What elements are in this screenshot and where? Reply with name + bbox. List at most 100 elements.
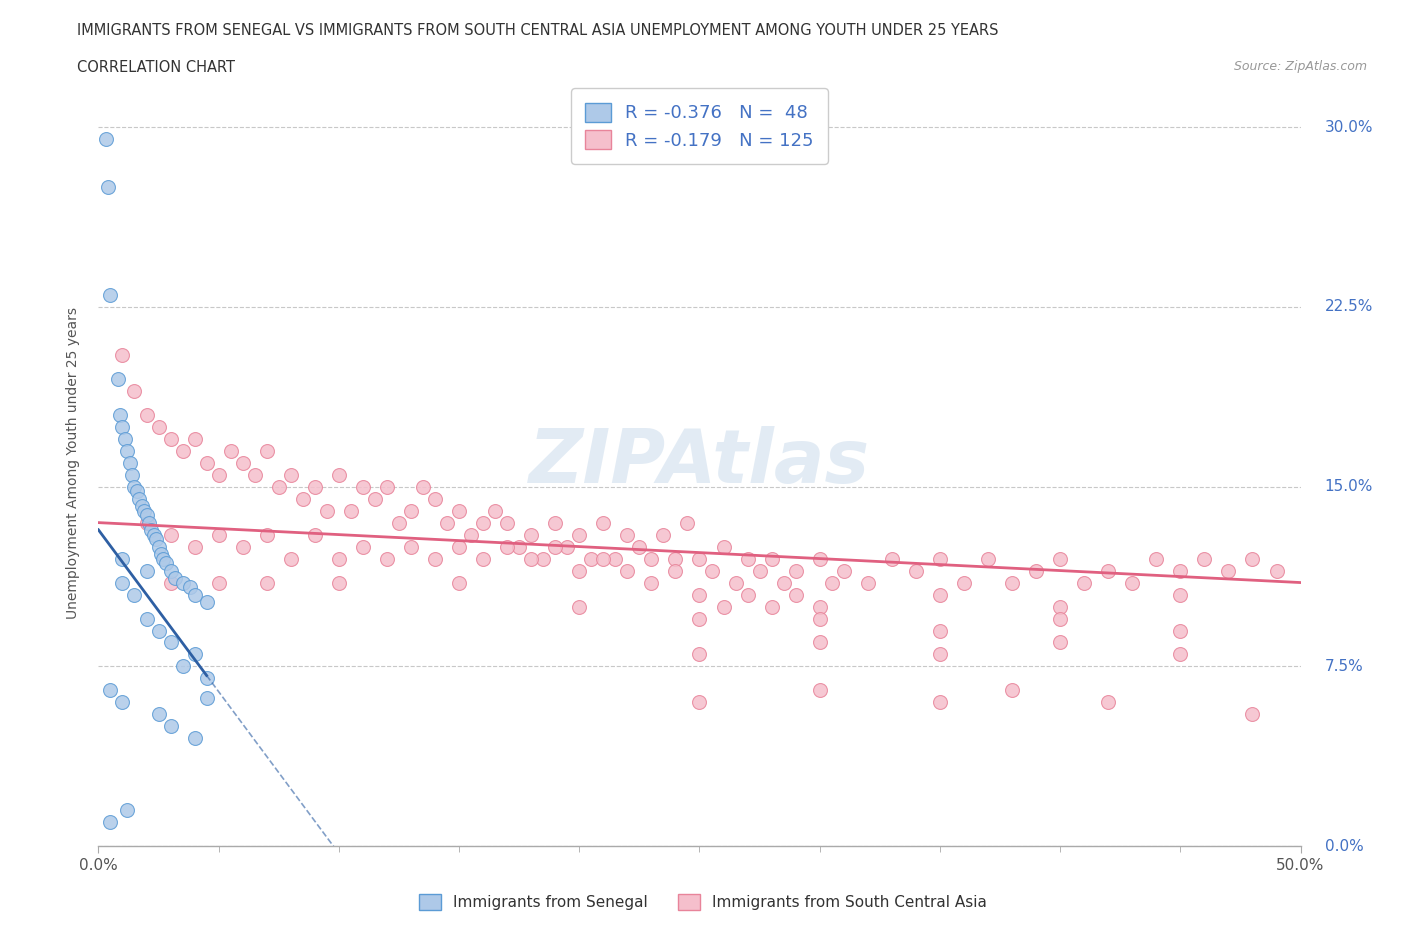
- Point: [375, 551, 398, 566]
- Point: [111, 575, 134, 590]
- Point: [159, 635, 181, 650]
- Point: [555, 539, 578, 554]
- Point: [1001, 575, 1024, 590]
- Point: [531, 551, 554, 566]
- Point: [159, 432, 181, 446]
- Point: [484, 503, 506, 518]
- Point: [304, 527, 326, 542]
- Point: [135, 611, 157, 626]
- Point: [772, 575, 794, 590]
- Point: [328, 467, 350, 482]
- Point: [340, 503, 363, 518]
- Point: [131, 498, 153, 513]
- Y-axis label: Unemployment Among Youth under 25 years: Unemployment Among Youth under 25 years: [66, 307, 80, 618]
- Point: [1241, 707, 1264, 722]
- Point: [808, 683, 831, 698]
- Point: [232, 456, 254, 471]
- Point: [142, 527, 165, 542]
- Point: [1241, 551, 1264, 566]
- Point: [124, 479, 146, 494]
- Point: [1170, 623, 1192, 638]
- Point: [111, 695, 134, 710]
- Point: [267, 479, 290, 494]
- Point: [737, 587, 759, 602]
- Text: 22.5%: 22.5%: [1324, 299, 1374, 314]
- Point: [141, 523, 163, 538]
- Point: [280, 467, 302, 482]
- Point: [472, 515, 495, 530]
- Point: [114, 432, 136, 446]
- Point: [652, 527, 675, 542]
- Point: [447, 503, 470, 518]
- Point: [328, 551, 350, 566]
- Point: [352, 479, 374, 494]
- Point: [713, 539, 735, 554]
- Point: [159, 564, 181, 578]
- Point: [616, 564, 638, 578]
- Point: [100, 815, 122, 830]
- Point: [1194, 551, 1216, 566]
- Point: [581, 551, 603, 566]
- Point: [1049, 599, 1071, 614]
- Point: [124, 587, 146, 602]
- Point: [219, 444, 242, 458]
- Point: [256, 444, 278, 458]
- Point: [808, 635, 831, 650]
- Point: [179, 580, 201, 595]
- Point: [821, 575, 844, 590]
- Point: [1097, 564, 1119, 578]
- Point: [97, 179, 120, 194]
- Point: [100, 683, 122, 698]
- Point: [159, 575, 181, 590]
- Point: [195, 690, 218, 705]
- Point: [100, 287, 122, 302]
- Point: [304, 479, 326, 494]
- Point: [291, 491, 314, 506]
- Point: [688, 551, 710, 566]
- Point: [208, 467, 231, 482]
- Point: [232, 539, 254, 554]
- Point: [640, 575, 662, 590]
- Point: [880, 551, 903, 566]
- Point: [256, 575, 278, 590]
- Point: [208, 575, 231, 590]
- Point: [688, 695, 710, 710]
- Text: Source: ZipAtlas.com: Source: ZipAtlas.com: [1233, 60, 1367, 73]
- Point: [928, 587, 950, 602]
- Point: [724, 575, 747, 590]
- Point: [315, 503, 337, 518]
- Point: [1049, 611, 1071, 626]
- Point: [155, 556, 177, 571]
- Point: [135, 508, 157, 523]
- Point: [145, 532, 167, 547]
- Point: [117, 444, 139, 458]
- Point: [94, 131, 117, 146]
- Point: [138, 515, 160, 530]
- Point: [183, 647, 205, 662]
- Point: [664, 564, 686, 578]
- Point: [460, 527, 482, 542]
- Point: [243, 467, 266, 482]
- Text: 30.0%: 30.0%: [1324, 119, 1374, 135]
- Point: [520, 551, 543, 566]
- Text: IMMIGRANTS FROM SENEGAL VS IMMIGRANTS FROM SOUTH CENTRAL ASIA UNEMPLOYMENT AMONG: IMMIGRANTS FROM SENEGAL VS IMMIGRANTS FR…: [77, 23, 998, 38]
- Point: [1170, 587, 1192, 602]
- Point: [700, 564, 723, 578]
- Point: [375, 479, 398, 494]
- Point: [628, 539, 651, 554]
- Legend: Immigrants from Senegal, Immigrants from South Central Asia: Immigrants from Senegal, Immigrants from…: [412, 886, 994, 918]
- Point: [125, 484, 148, 498]
- Point: [605, 551, 627, 566]
- Point: [808, 611, 831, 626]
- Point: [159, 527, 181, 542]
- Point: [256, 527, 278, 542]
- Point: [977, 551, 1000, 566]
- Point: [412, 479, 434, 494]
- Point: [195, 456, 218, 471]
- Point: [183, 539, 205, 554]
- Point: [592, 551, 614, 566]
- Point: [761, 599, 783, 614]
- Point: [664, 551, 686, 566]
- Point: [1001, 683, 1024, 698]
- Point: [1121, 575, 1143, 590]
